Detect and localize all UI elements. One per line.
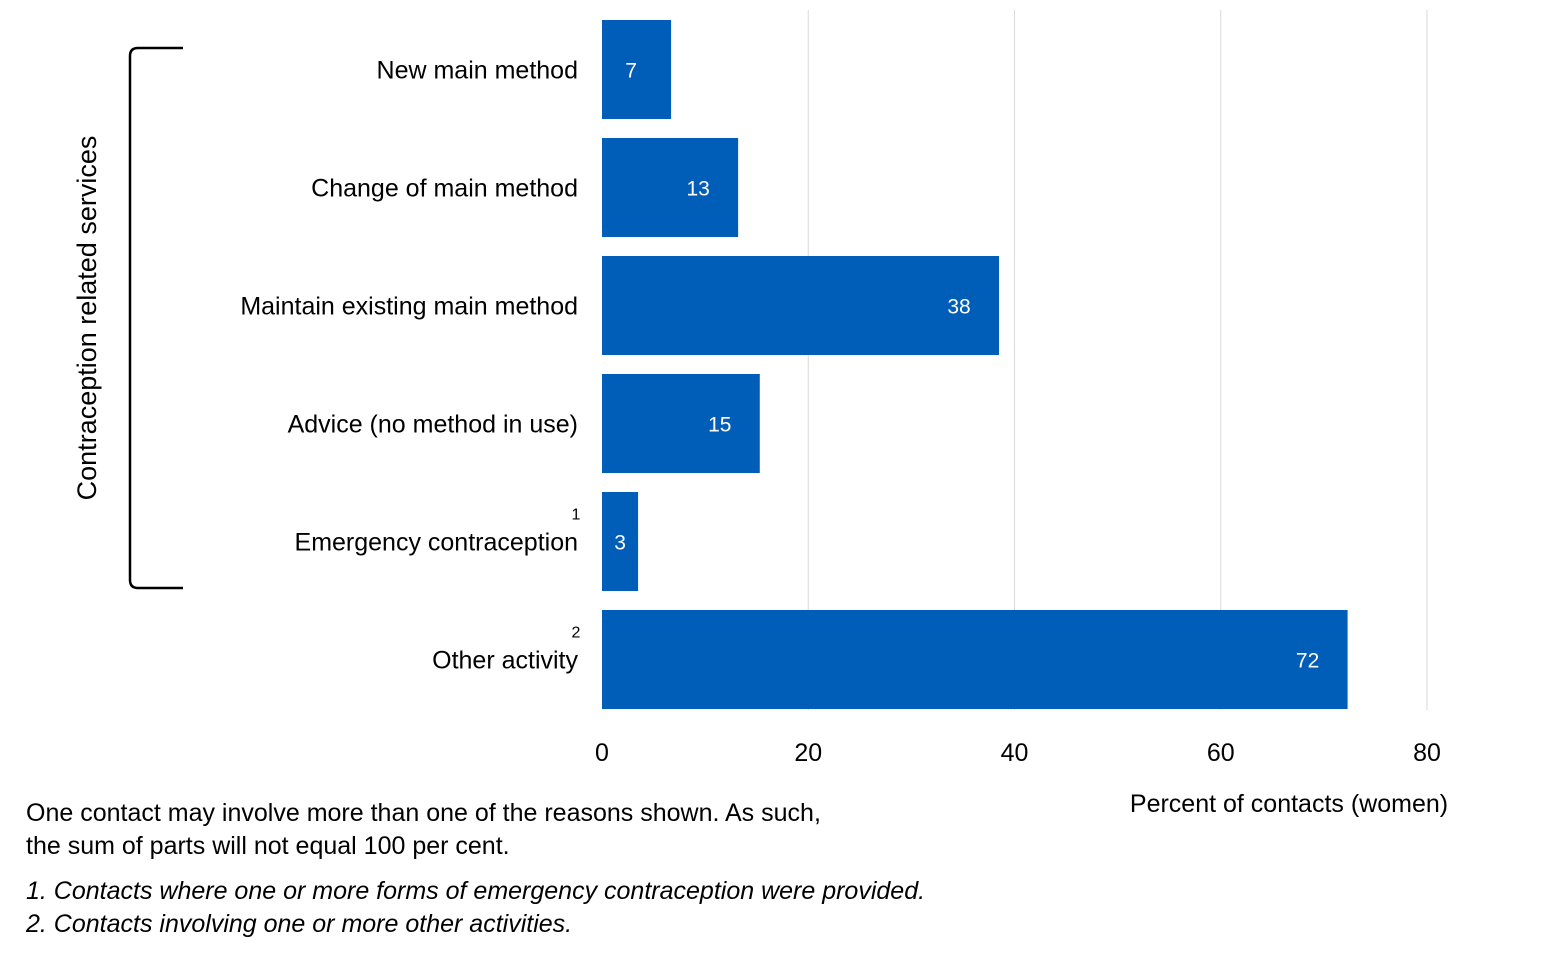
note-line-1: One contact may involve more than one of…: [26, 799, 821, 827]
category-label: Change of main method: [311, 175, 578, 203]
bar: [602, 492, 639, 591]
data-label: 38: [947, 296, 970, 319]
group-bracket-label: Contraception related services: [72, 136, 102, 501]
x-tick-label: 80: [1413, 739, 1441, 767]
data-label: 3: [614, 532, 626, 555]
note-line-2: the sum of parts will not equal 100 per …: [26, 832, 510, 860]
category-label: Other activity: [432, 647, 578, 675]
bar: [602, 20, 672, 119]
bar: [602, 374, 760, 473]
data-label: 72: [1296, 650, 1319, 673]
x-axis-title: Percent of contacts (women): [1130, 790, 1448, 818]
x-tick-label: 40: [1001, 739, 1029, 767]
data-label: 15: [708, 414, 731, 437]
category-label: New main method: [377, 57, 578, 85]
footnote-2: 2. Contacts involving one or more other …: [26, 910, 573, 938]
category-footnote-marker: 2: [572, 625, 581, 642]
group-bracket: [128, 46, 183, 590]
category-label: Maintain existing main method: [240, 293, 578, 321]
bar: [602, 256, 1000, 355]
bar: [602, 610, 1348, 709]
data-label: 13: [686, 178, 709, 201]
category-label: Emergency contraception: [295, 529, 578, 557]
data-label: 7: [625, 60, 637, 83]
x-tick-label: 0: [595, 739, 609, 767]
footnote-1: 1. Contacts where one or more forms of e…: [26, 877, 926, 905]
x-tick-label: 20: [794, 739, 822, 767]
category-label: Advice (no method in use): [288, 411, 578, 439]
category-footnote-marker: 1: [572, 507, 581, 524]
x-tick-label: 60: [1207, 739, 1235, 767]
bar: [602, 138, 739, 237]
